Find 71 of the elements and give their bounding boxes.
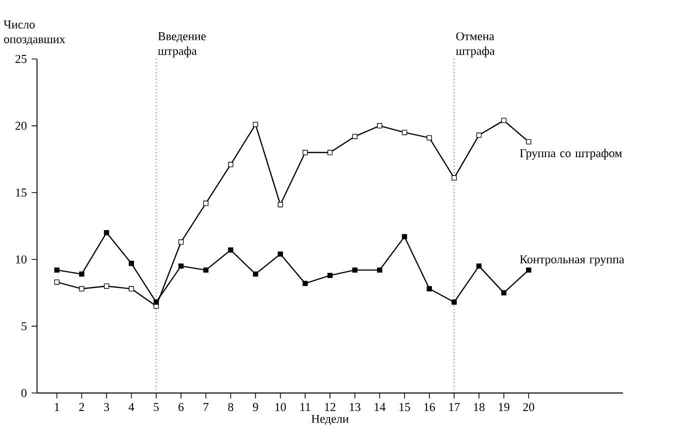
y-axis-title: Число опоздавших [4, 20, 66, 46]
point [426, 286, 432, 292]
point [228, 247, 234, 253]
point [128, 260, 134, 266]
ref-line-label: Введение штрафа [158, 32, 206, 58]
point [128, 286, 134, 292]
point [54, 279, 60, 285]
point [252, 122, 258, 128]
x-tick-label: 11 [300, 403, 310, 411]
point [352, 134, 358, 140]
x-tick-label: 17 [449, 403, 460, 411]
ref-line-label: Отмена штрафа [456, 32, 495, 58]
point [377, 123, 382, 128]
series-label: Контрольная группа [520, 255, 624, 266]
x-tick-label: 20 [523, 403, 534, 412]
x-tick-label: 7 [204, 403, 208, 411]
point [228, 162, 234, 168]
point [278, 251, 283, 257]
x-tick-label: 16 [424, 403, 435, 412]
point [402, 130, 408, 136]
x-tick-label: 10 [275, 403, 286, 412]
point [526, 267, 532, 273]
x-tick-label: 3 [104, 403, 110, 412]
y-tick-label: 20 [15, 122, 27, 130]
x-tick-label: 18 [474, 403, 485, 412]
point [501, 118, 506, 124]
x-tick-label: 12 [325, 403, 336, 411]
x-tick-label: 15 [400, 403, 410, 412]
point [476, 132, 482, 138]
point [203, 200, 208, 206]
point [178, 263, 184, 269]
x-tick-label: 14 [374, 403, 386, 411]
x-tick-label: 2 [79, 403, 84, 411]
x-tick-label: 6 [178, 403, 184, 412]
point [203, 267, 208, 273]
y-tick-label: 10 [16, 255, 27, 264]
point [252, 271, 258, 277]
y-tick-label: 5 [22, 322, 27, 330]
point [278, 202, 283, 208]
point [327, 272, 333, 278]
point [302, 150, 308, 156]
point [104, 284, 110, 289]
point [79, 286, 84, 292]
point [377, 267, 382, 273]
point [452, 175, 457, 180]
x-tick-label: 13 [350, 403, 360, 412]
x-tick-label: 5 [154, 403, 159, 412]
x-tick-label: 9 [252, 403, 258, 412]
x-axis-title: Недели [312, 414, 349, 426]
point [79, 271, 84, 277]
x-tick-label: 19 [498, 403, 510, 412]
point [352, 267, 358, 273]
point [327, 150, 333, 156]
x-tick-label: 8 [228, 403, 234, 412]
point [54, 267, 60, 273]
series-label: Группа со штрафом [520, 148, 622, 160]
point [501, 290, 506, 296]
point [104, 230, 110, 236]
y-tick-label: 25 [15, 54, 27, 64]
x-tick-label: 1 [54, 403, 60, 411]
x-tick-label: 4 [128, 403, 134, 411]
point [476, 263, 482, 269]
point [178, 239, 184, 245]
point [452, 300, 457, 305]
point [302, 280, 308, 286]
point [426, 135, 432, 140]
point [154, 300, 159, 305]
y-tick-label: 15 [16, 188, 27, 197]
y-tick-label: 0 [21, 388, 27, 398]
point [526, 139, 532, 144]
point [402, 234, 408, 240]
